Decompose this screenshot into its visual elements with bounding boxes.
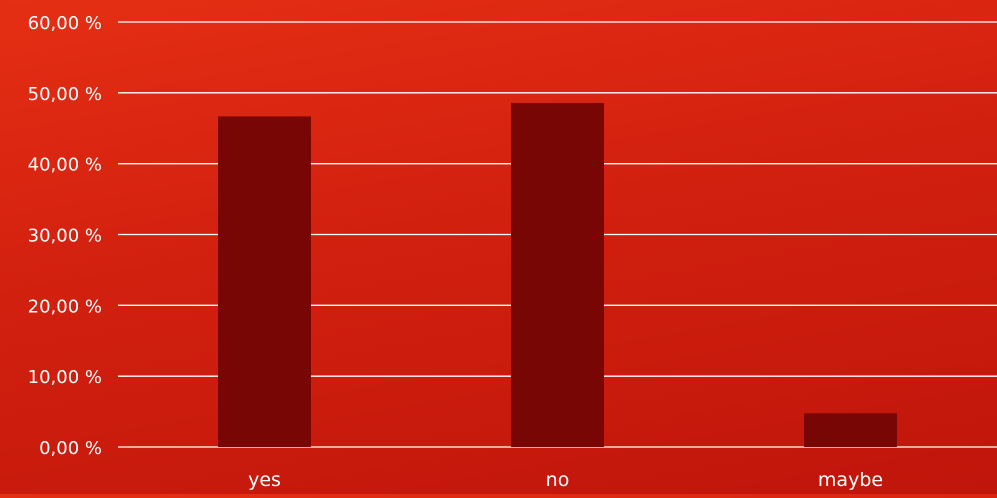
x-axis-tick-labels: yes no maybe <box>248 469 883 491</box>
bar-yes <box>218 116 311 447</box>
bars <box>218 103 897 447</box>
y-tick-label: 50,00 % <box>28 84 102 105</box>
x-tick-label: yes <box>248 469 281 491</box>
y-tick-label: 40,00 % <box>28 155 102 176</box>
x-tick-label: no <box>546 469 570 491</box>
y-tick-label: 20,00 % <box>28 296 102 317</box>
x-tick-label: maybe <box>818 469 883 491</box>
y-tick-label: 30,00 % <box>28 226 102 247</box>
bar-no <box>511 103 604 447</box>
y-tick-label: 10,00 % <box>28 367 102 388</box>
y-tick-label: 60,00 % <box>28 13 102 34</box>
y-tick-label: 0,00 % <box>39 438 102 459</box>
y-axis-tick-labels: 0,00 % 10,00 % 20,00 % 30,00 % 40,00 % 50,00 … <box>28 13 102 459</box>
bar-maybe <box>804 413 897 447</box>
